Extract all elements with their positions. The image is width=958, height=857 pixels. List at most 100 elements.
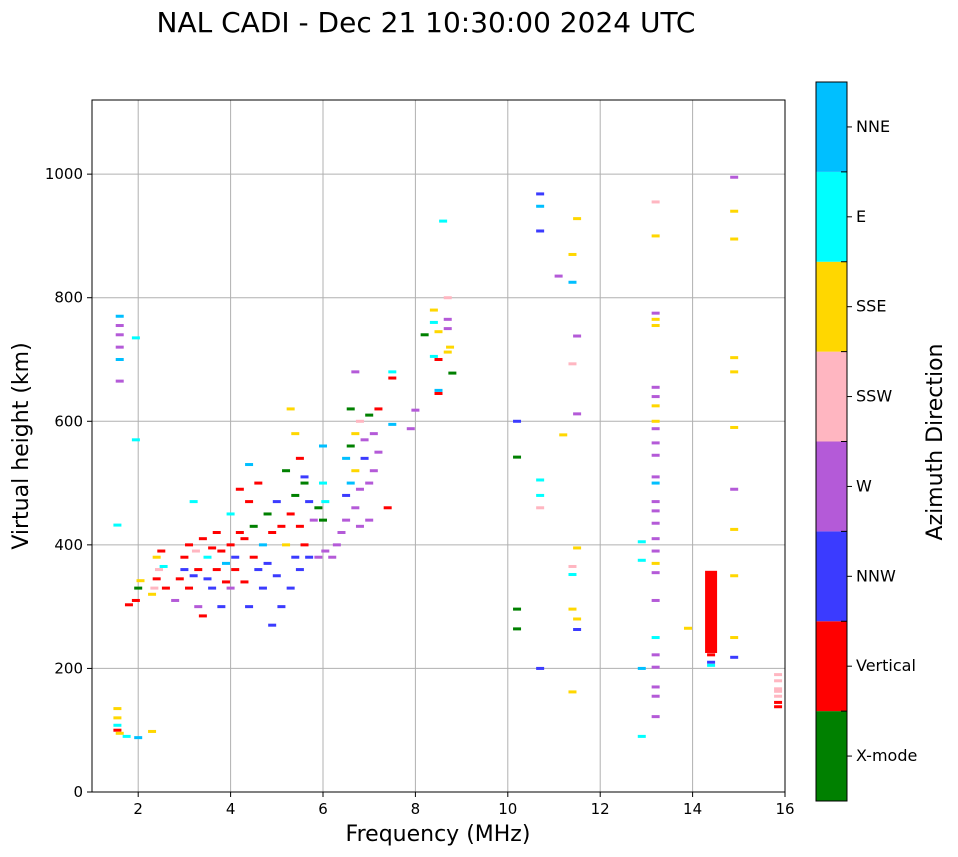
echo-point [429, 308, 438, 312]
echo-point [651, 521, 660, 525]
echo-point [314, 506, 323, 510]
echo-point [374, 450, 383, 454]
echo-point [171, 598, 180, 602]
echo-point [573, 628, 582, 632]
y-tick-label: 400 [54, 536, 83, 554]
echo-point [231, 568, 240, 572]
echo-point [568, 280, 577, 284]
echo-point [148, 592, 157, 596]
echo-point [305, 555, 314, 559]
colorbar-label: E [856, 207, 866, 226]
echo-point [443, 296, 452, 300]
echo-point [651, 404, 660, 408]
y-tick-label: 1000 [45, 165, 83, 183]
echo-point [115, 358, 124, 361]
echo-point [568, 362, 577, 366]
echo-point [254, 568, 263, 572]
echo-point [185, 586, 194, 590]
echo-point [319, 518, 327, 522]
echo-point [208, 546, 217, 550]
echo-point [637, 540, 646, 544]
echo-point [568, 690, 577, 694]
echo-point [651, 317, 660, 321]
x-tick-label: 12 [591, 800, 610, 818]
echo-point [272, 500, 281, 504]
echo-point [637, 558, 646, 562]
echo-point [208, 586, 217, 590]
echo-point [309, 518, 318, 522]
echo-point [651, 571, 660, 575]
echo-point [180, 555, 189, 559]
echo-point [136, 579, 145, 583]
echo-point [369, 432, 378, 436]
echo-point [286, 586, 295, 590]
echo-point [221, 561, 230, 565]
echo-point [282, 543, 291, 547]
y-axis: 0 200 400 600 800 1000 [45, 165, 92, 801]
echo-point [346, 444, 355, 448]
echo-point [180, 568, 189, 572]
echo-point [113, 716, 122, 720]
echo-point [651, 549, 660, 553]
colorbar-label: NNE [856, 117, 890, 136]
echo-point [272, 574, 281, 578]
echo-point [383, 506, 392, 510]
echo-point [651, 500, 660, 504]
echo-point [295, 456, 304, 460]
x-tick-label: 2 [133, 800, 143, 818]
echo-point [730, 356, 739, 360]
echo-point [226, 512, 235, 516]
echo-point [707, 663, 716, 667]
echo-point [131, 438, 140, 442]
echo-point [235, 531, 244, 534]
echo-point [730, 237, 739, 241]
echo-point [115, 379, 124, 383]
echo-point [268, 531, 277, 534]
echo-point [365, 481, 374, 485]
echo-point [573, 546, 582, 550]
echo-point [536, 493, 545, 497]
echo-point [513, 607, 522, 611]
echo-point [124, 603, 133, 607]
echo-point [406, 427, 415, 431]
chart-title: NAL CADI - Dec 21 10:30:00 2024 UTC [157, 6, 696, 39]
echo-point [559, 433, 568, 437]
echo-point [217, 549, 226, 553]
echo-point [351, 469, 360, 473]
echo-point [113, 523, 122, 527]
echo-point [568, 252, 577, 256]
echo-point [134, 586, 143, 590]
echo-point [115, 345, 124, 349]
echo-point [637, 666, 646, 670]
echo-point [730, 209, 739, 213]
echo-point [651, 694, 660, 698]
echo-point [651, 715, 660, 719]
echo-point [651, 598, 660, 602]
echo-point [159, 564, 168, 568]
echo-point [314, 555, 323, 559]
echo-point [342, 518, 351, 522]
echo-point [321, 500, 330, 504]
echo-point [411, 408, 420, 412]
echo-point [573, 617, 582, 621]
echo-point [707, 653, 716, 657]
echo-point [365, 413, 374, 417]
echo-point [730, 487, 739, 491]
echo-point [300, 481, 309, 485]
echo-point [365, 518, 374, 522]
echo-point [730, 574, 739, 578]
echo-point [189, 574, 198, 578]
echo-point [730, 655, 739, 659]
echo-point [637, 734, 646, 738]
echo-point [277, 605, 286, 609]
echo-point [434, 391, 443, 395]
echo-point [568, 607, 577, 611]
echo-point [434, 330, 443, 334]
echo-point [263, 561, 272, 565]
echo-point [651, 453, 660, 457]
echo-point [152, 555, 161, 559]
echo-point [573, 334, 582, 338]
echo-point [134, 736, 143, 740]
echo-point [113, 728, 122, 732]
echo-point [651, 427, 660, 431]
